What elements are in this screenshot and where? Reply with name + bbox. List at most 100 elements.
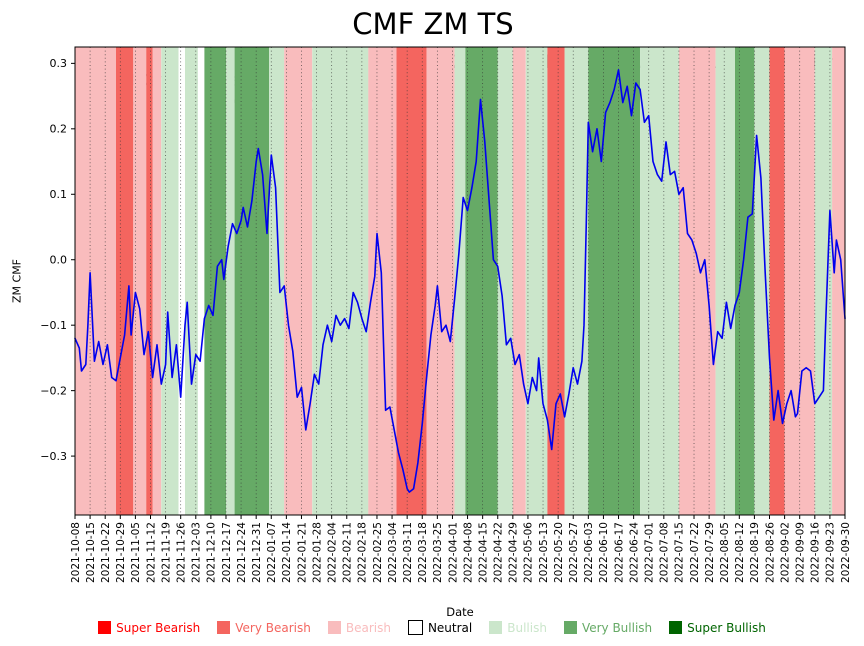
y-tick-label: 0.2 [50,123,68,136]
y-tick-label: −0.3 [40,450,67,463]
x-tick-label: 2022-04-22 [493,522,505,583]
sentiment-band [75,47,116,515]
legend-label: Neutral [427,620,473,635]
sentiment-band [185,47,198,515]
sentiment-band [178,47,185,515]
sentiment-band [226,47,235,515]
sentiment-band [133,47,147,515]
x-tick-label: 2022-07-01 [644,522,656,583]
x-tick-label: 2022-07-08 [659,522,671,583]
legend-label: Very Bullish [581,620,653,635]
sentiment-band [769,47,785,515]
x-tick-label: 2022-06-24 [628,522,640,583]
plot-border [74,46,846,516]
sentiment-band [234,47,270,515]
sentiment-band [116,47,134,515]
sentiment-band [161,47,179,515]
legend-swatch [489,621,503,634]
x-tick-label: 2021-12-17 [221,522,233,583]
x-tick-label: 2022-08-19 [749,522,761,583]
x-tick-label: 2022-09-30 [840,522,852,583]
x-tick-label: 2022-04-15 [477,522,489,583]
sentiment-band [814,47,833,515]
legend-item: Neutral [407,620,473,635]
x-tick-label: 2022-08-26 [764,522,776,583]
x-tick-label: 2022-04-01 [447,522,459,583]
sentiment-band [152,47,162,515]
x-tick-label: 2021-10-08 [70,522,82,583]
x-tick-label: 2021-11-12 [145,522,157,583]
x-tick-label: 2022-03-11 [402,522,414,583]
sentiment-band [454,47,466,515]
x-tick-label: 2021-10-29 [115,522,127,583]
sentiment-band [735,47,755,515]
x-tick-label: 2021-12-24 [236,522,248,583]
x-tick-label: 2022-09-23 [825,522,837,583]
x-tick-label: 2022-01-21 [296,522,308,583]
x-tick-label: 2021-11-26 [175,522,187,583]
x-tick-label: 2022-09-16 [810,522,822,583]
x-axis-label: Date [446,605,474,619]
x-tick-label: 2022-04-08 [462,522,474,583]
y-tick-label: −0.2 [40,384,67,397]
legend-swatch [407,620,423,635]
x-tick-label: 2022-01-28 [311,522,323,583]
x-tick-label: 2022-02-18 [357,522,369,583]
y-tick-label: 0.0 [50,254,68,267]
chart-title: CMF ZM TS [352,7,514,41]
x-tick-label: 2022-07-22 [689,522,701,583]
sentiment-band [512,47,526,515]
x-tick-label: 2022-02-04 [326,522,338,583]
y-tick-label: −0.1 [40,319,67,332]
x-tick-label: 2022-06-10 [598,522,610,583]
sentiment-band [284,47,313,515]
legend-swatch [217,621,231,634]
x-tick-label: 2022-09-02 [779,522,791,583]
x-tick-label: 2022-07-29 [704,522,716,583]
sentiment-band [312,47,369,515]
legend-item: Super Bullish [669,621,766,635]
x-tick-label: 2022-05-06 [523,522,535,583]
x-tick-label: 2022-08-12 [734,522,746,583]
legend-label: Super Bearish [116,620,201,635]
x-tick-label: 2022-02-11 [342,522,354,583]
x-tick-label: 2022-09-09 [795,522,807,583]
sentiment-band [426,47,455,515]
legend-swatch [563,621,577,634]
sentiment-band [146,47,153,515]
y-tick-label: 0.3 [50,57,68,70]
x-tick-label: 2022-05-27 [568,522,580,583]
x-tick-label: 2021-12-10 [206,522,218,583]
y-tick-label: 0.1 [50,188,68,201]
sentiment-band [754,47,770,515]
sentiment-band [678,47,716,515]
sentiment-band [204,47,226,515]
x-tick-label: 2022-03-18 [417,522,429,583]
legend-swatch [669,621,683,634]
legend-item: Bullish [489,621,547,635]
sentiment-band [832,47,845,515]
x-tick-label: 2021-11-19 [160,522,172,583]
x-tick-label: 2021-11-05 [130,522,142,583]
sentiment-band [588,47,641,515]
sentiment-band [465,47,498,515]
sentiment-band [547,47,565,515]
legend-label: Bullish [507,620,547,635]
legend-label: Very Bearish [235,620,311,635]
x-tick-label: 2022-05-13 [538,522,550,583]
sentiment-band [564,47,589,515]
x-tick-label: 2021-12-03 [191,522,203,583]
sentiment-band [640,47,679,515]
sentiment-band [525,47,548,515]
x-tick-label: 2022-08-05 [719,522,731,583]
legend-swatch [98,621,112,634]
sentiment-band [197,47,205,515]
sentiment-band [715,47,735,515]
x-tick-label: 2022-07-15 [674,522,686,583]
x-tick-label: 2022-06-17 [613,522,625,583]
x-tick-label: 2021-10-22 [100,522,112,583]
legend-swatch [327,621,341,634]
x-tick-label: 2022-01-14 [281,522,293,583]
legend-item: Bearish [327,621,391,635]
